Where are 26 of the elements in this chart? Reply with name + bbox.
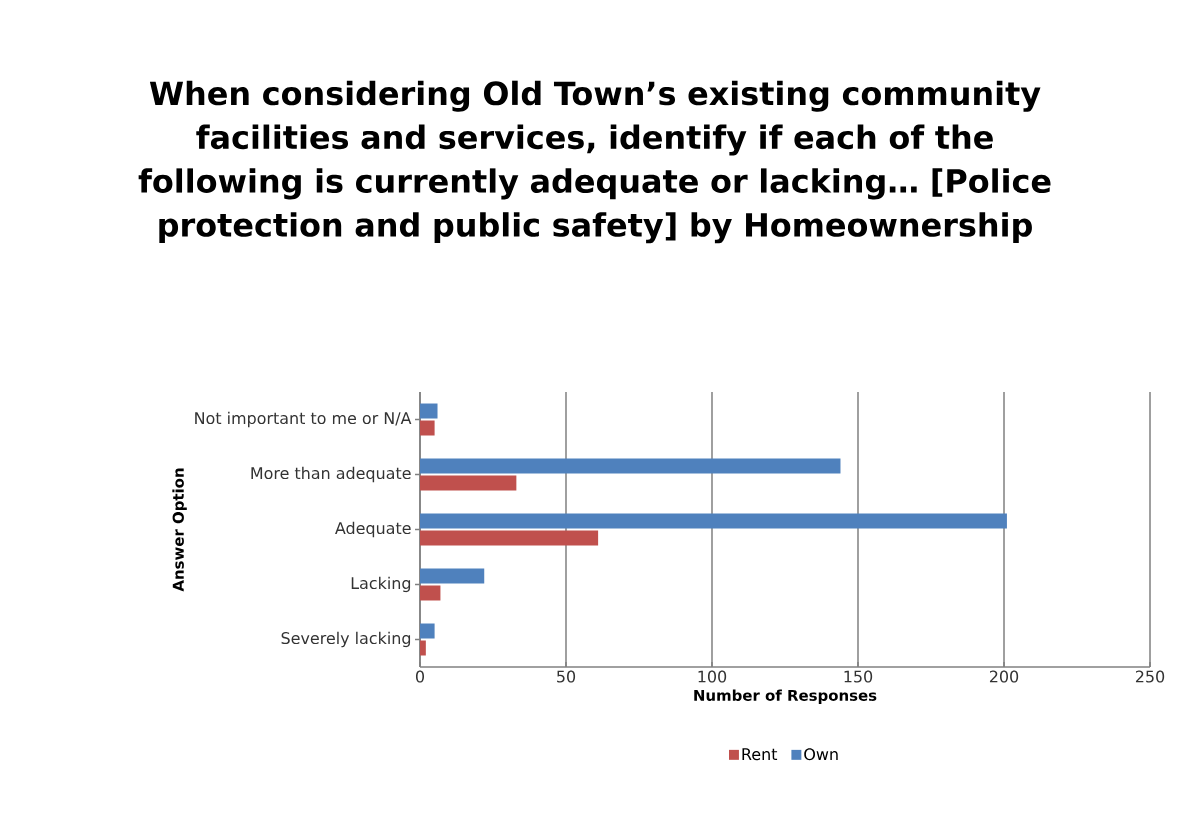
x-tick-label: 50 [557, 670, 576, 683]
y-tick-label: Adequate [335, 521, 411, 538]
x-tick-label: 200 [989, 670, 1019, 683]
bar [420, 513, 1007, 529]
y-tick-label: Lacking [351, 576, 411, 593]
legend-label: Own [804, 748, 838, 761]
bar [420, 403, 438, 419]
x-tick-label: 0 [415, 670, 424, 683]
bar [420, 623, 435, 639]
bar [420, 420, 435, 436]
y-axis-title: Answer Option [172, 468, 187, 592]
bar [420, 458, 841, 474]
bar [420, 640, 426, 656]
y-tick-label: Severely lacking [281, 631, 411, 648]
y-tick-label: Not important to me or N/A [195, 411, 412, 428]
y-tick-label: More than adequate [251, 466, 411, 483]
chart-title: When considering Old Town’s existing community facilities and services, identify if each of the following is currently adequate or lacking… [Police protection and public safety] by Homeownership [138, 80, 1051, 244]
bar [420, 530, 599, 546]
x-axis-title: Number of Responses [694, 689, 877, 704]
x-tick-label: 150 [844, 670, 873, 683]
x-tick-label: 250 [1135, 670, 1165, 683]
bar [420, 568, 485, 584]
bar [420, 475, 517, 491]
legend-label: Rent [742, 748, 778, 761]
bar [420, 585, 441, 601]
x-tick-label: 100 [698, 670, 727, 683]
